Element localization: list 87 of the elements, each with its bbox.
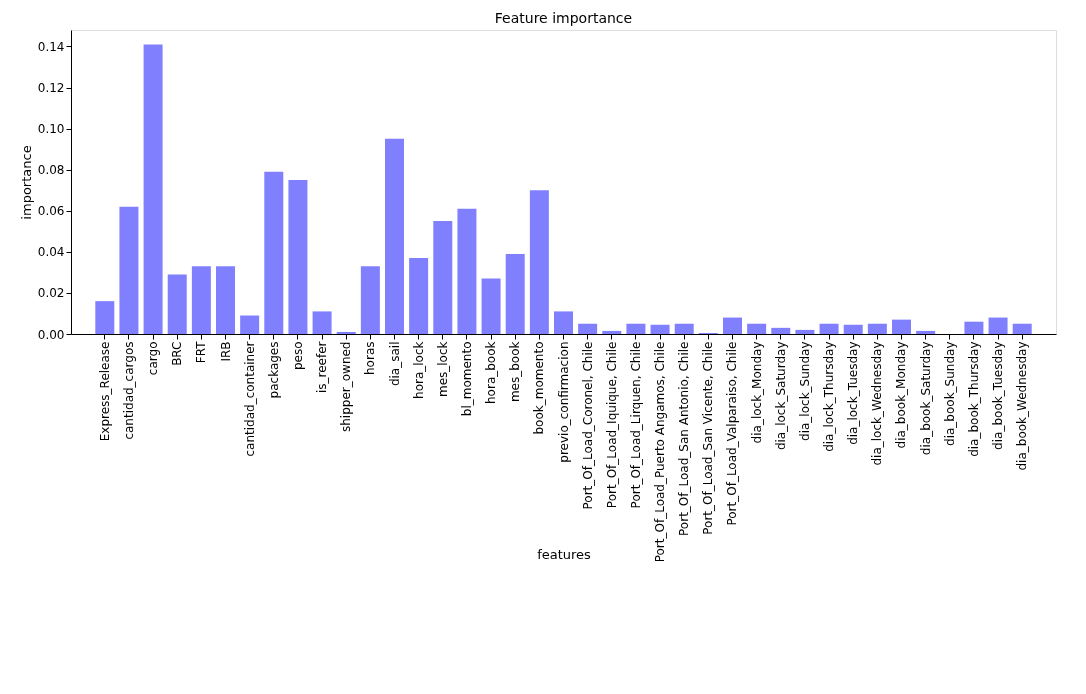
x-tick-label: dia_lock_Sunday (797, 341, 812, 441)
x-tick-label: Port_Of_Load_San Vicente, Chile (701, 341, 716, 535)
x-tick-label: mes_lock (435, 341, 450, 398)
bar (240, 315, 260, 334)
y-tick-label: 0.06 (37, 204, 65, 219)
bar (264, 171, 284, 334)
bar (336, 331, 356, 334)
y-tick-label: 0.10 (37, 122, 65, 137)
x-tick-label: dia_lock_Monday (749, 341, 764, 444)
x-tick-label: dia_book_Wednesday (1015, 341, 1030, 471)
bar (674, 323, 694, 334)
bar (747, 323, 767, 334)
y-tick-label: 0.12 (37, 81, 65, 96)
x-tick-label: is_reefer (315, 341, 330, 394)
bar (505, 253, 525, 334)
x-tick-label: Port_Of_Load_Coronel, Chile (580, 341, 595, 510)
bar (95, 301, 115, 334)
y-tick-label: 0.00 (37, 327, 65, 342)
bar (602, 330, 622, 334)
y-tick-label: 0.04 (37, 245, 65, 260)
x-tick-label: mes_book (508, 341, 523, 403)
bar (433, 221, 453, 334)
x-tick-label: Port_Of_Load_Lirquen, Chile (628, 341, 643, 509)
bar (481, 278, 501, 334)
bar (988, 317, 1008, 334)
x-tick-label: dia_book_Monday (894, 341, 909, 449)
x-axis-title: features (537, 546, 592, 562)
bar (578, 323, 598, 334)
bar (312, 311, 332, 334)
x-tick-label: dia_lock_Tuesday (846, 341, 861, 445)
x-tick-label: dia_sail (387, 341, 402, 387)
bar (143, 44, 163, 334)
x-tick-label: shipper_owned (339, 341, 354, 433)
x-tick-label: cantidad_cargos (121, 341, 136, 440)
bar (843, 324, 863, 334)
x-tick-label: previo_confirmacion (556, 341, 571, 463)
bar (457, 208, 477, 334)
x-tick-label: dia_book_Saturday (918, 341, 933, 456)
bar (891, 319, 911, 334)
x-tick-label: hora_book (484, 341, 499, 404)
x-tick-label: cantidad_container (242, 341, 257, 457)
x-tick-label: dia_lock_Thursday (822, 341, 837, 452)
x-tick-label: BRC (170, 341, 185, 366)
bar (771, 327, 791, 334)
bar (1012, 323, 1032, 334)
x-tick-label: Port_Of_Load_Iquique, Chile (604, 341, 619, 509)
bar (167, 274, 187, 334)
y-axis-title: importance (18, 145, 34, 220)
bar (867, 323, 887, 334)
chart-title: Feature importance (494, 10, 633, 26)
x-tick-label: peso (290, 341, 305, 371)
bar (964, 321, 984, 334)
x-tick-label: horas (363, 341, 378, 375)
x-tick-label: cargo (146, 341, 161, 376)
bar (723, 317, 742, 334)
x-tick-label: dia_lock_Saturday (773, 341, 788, 451)
x-tick-label: bl_momento (459, 341, 474, 417)
bar (119, 206, 139, 334)
bar (650, 324, 670, 334)
bar (191, 266, 211, 334)
bar (626, 323, 646, 334)
x-tick-label: Port_Of_Load_San Antonio, Chile (677, 341, 692, 536)
bar (360, 266, 380, 334)
bar (529, 190, 549, 334)
x-tick-label: book_momento (532, 341, 547, 435)
bar (288, 179, 308, 334)
y-tick-label: 0.02 (37, 286, 65, 301)
bar (216, 266, 236, 334)
x-tick-label: FRT (194, 340, 209, 364)
x-tick-label: packages (266, 341, 281, 399)
bar (385, 138, 404, 334)
x-tick-label: Port_Of_Load_Puerto Angamos, Chile (653, 341, 668, 563)
x-tick-label: IRB (218, 341, 233, 362)
bar (916, 330, 936, 334)
x-tick-label: dia_book_Thursday (966, 341, 981, 457)
y-tick-label: 0.14 (37, 39, 65, 54)
bar (795, 329, 815, 334)
x-tick-label: dia_book_Tuesday (991, 341, 1006, 450)
bar (819, 323, 839, 334)
x-tick-label: hora_lock (411, 341, 426, 399)
y-tick-label: 0.08 (37, 163, 65, 178)
x-tick-label: Port_Of_Load_Valparaiso, Chile (725, 341, 740, 526)
x-tick-label: dia_book_Sunday (942, 341, 957, 446)
x-tick-label: Express_Release (97, 341, 112, 442)
bar (554, 311, 573, 334)
bar (409, 258, 429, 334)
x-tick-label: dia_lock_Wednesday (870, 341, 885, 466)
